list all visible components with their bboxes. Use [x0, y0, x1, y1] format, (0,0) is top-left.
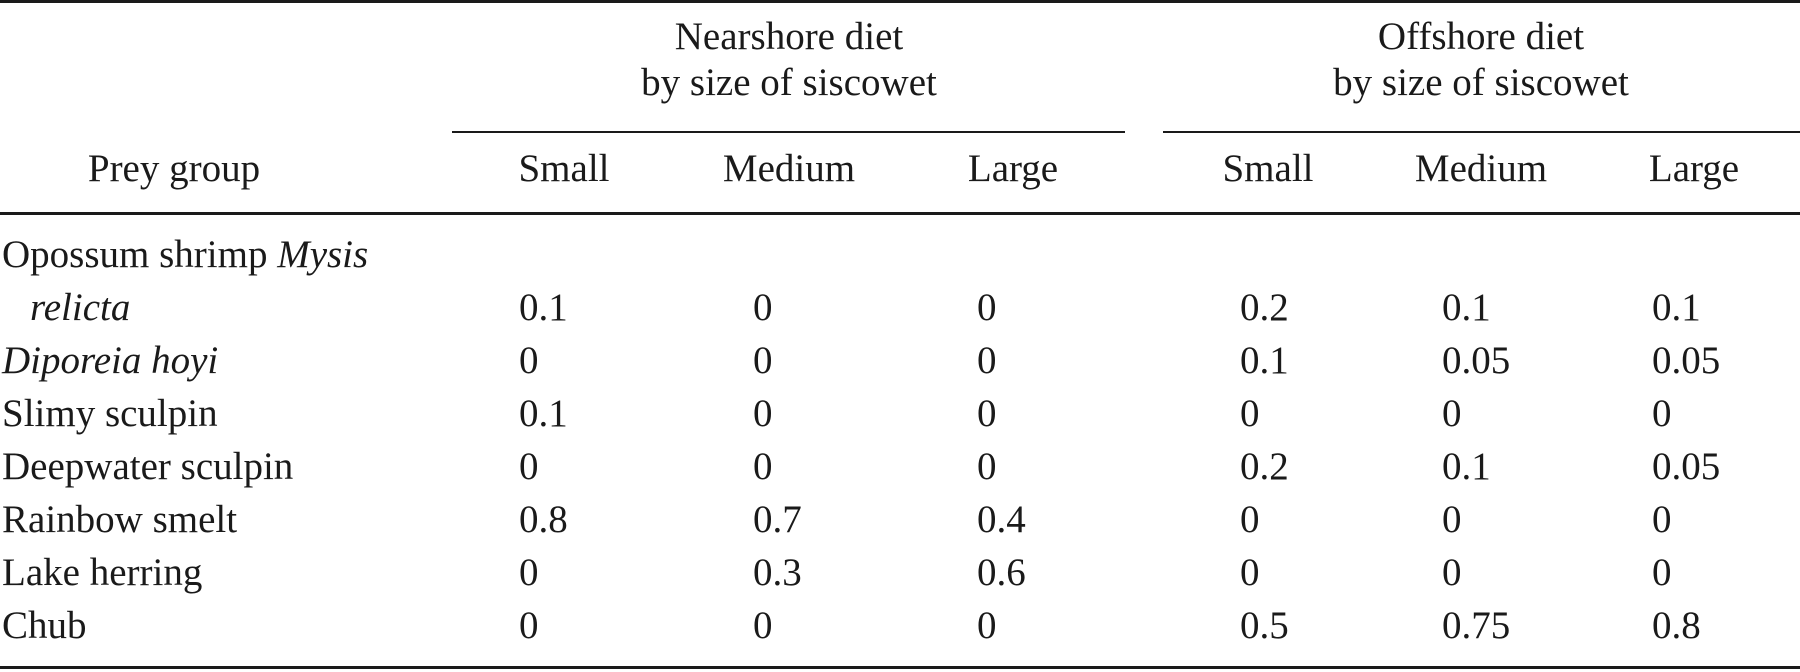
table-cell: 0 [1240, 498, 1260, 541]
table-cell: 0 [977, 339, 997, 382]
table-cell: 0 [753, 445, 773, 488]
column-header-offshore-small: Small [1222, 147, 1314, 190]
table-cell: 0 [753, 286, 773, 329]
table-cell: 0 [519, 339, 539, 382]
table-cell: 0 [977, 445, 997, 488]
group-header-offshore: Offshore diet by size of siscowet [1333, 14, 1629, 106]
group-header-offshore-line1: Offshore diet [1377, 15, 1585, 58]
table-cell: 0 [1652, 551, 1672, 594]
table-cell: 0 [519, 604, 539, 647]
table-bottom-rule [0, 666, 1800, 669]
table-cell: 0.7 [753, 498, 802, 541]
group-header-nearshore-line2: by size of siscowet [641, 61, 937, 104]
table-cell: 0 [977, 604, 997, 647]
table-header-rule [0, 212, 1800, 215]
column-header-offshore-medium: Medium [1414, 147, 1548, 190]
table-cell: 0.1 [1442, 286, 1491, 329]
table-cell: 0.1 [519, 286, 568, 329]
row-label-chub: Chub [2, 604, 87, 647]
table-cell: 0 [753, 339, 773, 382]
table-cell: 0 [1442, 392, 1462, 435]
column-header-nearshore-small: Small [518, 147, 610, 190]
table-cell: 0 [753, 604, 773, 647]
table-cell: 0.1 [1652, 286, 1701, 329]
table-cell: 0 [977, 392, 997, 435]
table-top-rule [0, 0, 1800, 3]
table-cell: 0 [1240, 392, 1260, 435]
row-label-lake-herring: Lake herring [2, 551, 203, 594]
table-cell: 0.6 [977, 551, 1026, 594]
row-label-italic: Mysis [277, 233, 369, 276]
column-header-offshore-large: Large [1648, 147, 1740, 190]
table-cell: 0.1 [1442, 445, 1491, 488]
table-cell: 0.1 [519, 392, 568, 435]
row-label-rainbow-smelt: Rainbow smelt [2, 498, 238, 541]
row-label-opossum-shrimp-line2: relicta [30, 286, 131, 329]
group-header-offshore-line2: by size of siscowet [1333, 61, 1629, 104]
row-label-deepwater-sculpin: Deepwater sculpin [2, 445, 294, 488]
table-cell: 0.2 [1240, 445, 1289, 488]
table-cell: 0.8 [519, 498, 568, 541]
table-cell: 0.4 [977, 498, 1026, 541]
table-cell: 0.2 [1240, 286, 1289, 329]
row-label-opossum-shrimp: Opossum shrimp Mysis [2, 232, 368, 278]
table-cell: 0.5 [1240, 604, 1289, 647]
table-cell: 0 [519, 551, 539, 594]
offshore-group-rule [1163, 131, 1800, 133]
row-label-diporeia: Diporeia hoyi [2, 339, 219, 382]
table-cell: 0 [1652, 498, 1672, 541]
table-cell: 0.8 [1652, 604, 1701, 647]
group-header-nearshore-line1: Nearshore diet [674, 15, 904, 58]
table-cell: 0.1 [1240, 339, 1289, 382]
table-cell: 0 [1652, 392, 1672, 435]
table-cell: 0 [519, 445, 539, 488]
nearshore-group-rule [452, 131, 1125, 133]
group-header-nearshore: Nearshore diet by size of siscowet [641, 14, 937, 106]
row-label-text: Opossum shrimp [2, 233, 278, 276]
table-cell: 0 [753, 392, 773, 435]
row-label-slimy-sculpin: Slimy sculpin [2, 392, 218, 435]
column-header-nearshore-large: Large [967, 147, 1059, 190]
table-cell: 0 [1442, 551, 1462, 594]
table-cell: 0 [1240, 551, 1260, 594]
table-cell: 0 [977, 286, 997, 329]
column-header-prey-group: Prey group [87, 147, 261, 190]
column-header-nearshore-medium: Medium [722, 147, 856, 190]
table-cell: 0.3 [753, 551, 802, 594]
table-cell: 0.05 [1652, 339, 1721, 382]
table-cell: 0.05 [1652, 445, 1721, 488]
table-cell: 0.75 [1442, 604, 1511, 647]
table-cell: 0 [1442, 498, 1462, 541]
table-cell: 0.05 [1442, 339, 1511, 382]
